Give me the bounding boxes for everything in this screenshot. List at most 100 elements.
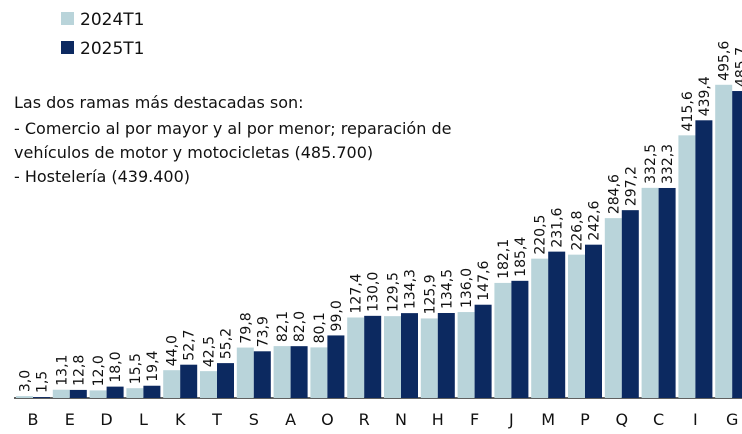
x-tick-label: S	[249, 410, 259, 429]
value-label: 226,8	[570, 211, 586, 251]
value-label: 185,4	[513, 237, 529, 277]
x-tick-label: C	[653, 410, 664, 429]
value-label: 297,2	[623, 166, 639, 206]
bar	[236, 347, 254, 398]
x-tick-label: F	[470, 410, 479, 429]
value-label: 439,4	[697, 76, 713, 116]
x-tick-label: K	[175, 410, 186, 429]
value-label: 79,8	[238, 312, 254, 343]
bar	[678, 135, 696, 398]
bar	[384, 316, 401, 398]
bar	[126, 388, 144, 398]
value-label: 130,0	[366, 272, 382, 312]
value-label: 15,5	[128, 353, 144, 384]
legend-label: 2025T1	[80, 39, 144, 59]
bar	[89, 390, 107, 398]
bar	[310, 347, 328, 398]
legend-swatch	[61, 12, 74, 25]
value-label: 332,3	[660, 144, 676, 184]
bar	[200, 371, 217, 398]
value-label: 125,9	[422, 274, 438, 314]
value-label: 415,6	[680, 91, 696, 131]
value-label: 220,5	[533, 215, 549, 255]
bar	[163, 370, 181, 398]
bar	[106, 386, 124, 398]
x-tick-label: G	[726, 410, 738, 429]
annotation: - Comercio al por mayor y al por menor; …	[14, 119, 451, 138]
annotation: - Hostelería (439.400)	[14, 167, 190, 186]
value-label: 134,3	[403, 269, 419, 309]
value-label: 80,1	[312, 312, 328, 343]
value-label: 19,4	[145, 350, 161, 381]
value-label: 52,7	[182, 330, 198, 361]
bar	[511, 280, 529, 398]
bar	[604, 218, 622, 398]
value-label: 182,1	[496, 239, 512, 279]
value-label: 231,6	[550, 207, 566, 247]
bar	[457, 312, 475, 398]
bar	[621, 210, 639, 398]
x-tick-label: T	[211, 410, 222, 429]
bar	[568, 254, 585, 398]
value-label: 13,1	[54, 355, 70, 386]
value-label: 3,0	[18, 370, 34, 392]
value-label: 129,5	[386, 272, 402, 312]
x-tick-label: N	[395, 410, 407, 429]
bar	[585, 244, 602, 398]
bar	[474, 304, 492, 398]
bar	[347, 317, 365, 398]
value-label: 136,0	[459, 268, 475, 308]
value-label: 82,1	[275, 311, 291, 342]
bar	[401, 313, 418, 398]
value-label: 55,2	[219, 328, 235, 359]
x-tick-label: B	[28, 410, 39, 429]
bar	[327, 335, 345, 398]
x-tick-label: H	[432, 410, 444, 429]
bar	[437, 312, 455, 398]
bar	[16, 396, 33, 398]
value-label: 82,0	[292, 311, 308, 342]
value-label: 99,0	[329, 300, 345, 331]
bar	[658, 187, 676, 398]
bar	[531, 258, 549, 398]
bar	[52, 389, 70, 398]
value-label: 242,6	[587, 201, 603, 241]
value-label: 73,9	[255, 316, 271, 347]
x-tick-label: L	[139, 410, 148, 429]
value-label: 134,5	[439, 269, 455, 309]
bar	[641, 187, 659, 398]
bar	[180, 364, 198, 398]
bar	[494, 282, 512, 398]
x-tick-label: D	[100, 410, 112, 429]
x-tick-label: P	[580, 410, 590, 429]
value-label: 42,5	[202, 336, 218, 367]
x-tick-label: Q	[616, 410, 629, 429]
bar	[253, 351, 271, 398]
legend-label: 2024T1	[80, 10, 144, 30]
bar	[732, 91, 742, 398]
x-tick-label: A	[285, 410, 296, 429]
value-label: 18,0	[108, 351, 124, 382]
x-tick-label: J	[508, 410, 514, 429]
x-tick-label: I	[693, 410, 698, 429]
value-label: 127,4	[349, 273, 365, 313]
bar	[715, 84, 733, 399]
bar	[143, 385, 161, 398]
value-label: 284,6	[606, 174, 622, 214]
annotation: Las dos ramas más destacadas son:	[14, 93, 304, 112]
bar	[33, 397, 50, 398]
bar	[273, 346, 291, 398]
bar	[695, 120, 713, 399]
value-label: 1,5	[35, 371, 51, 393]
value-label: 12,8	[71, 355, 87, 386]
value-label: 485,7	[734, 47, 742, 87]
legend-swatch	[61, 41, 74, 54]
x-tick-label: R	[359, 410, 370, 429]
value-label: 44,0	[165, 335, 181, 366]
bar	[69, 389, 87, 398]
value-label: 147,6	[476, 261, 492, 301]
bar	[290, 346, 308, 398]
bar	[420, 318, 438, 398]
bar	[548, 251, 566, 398]
